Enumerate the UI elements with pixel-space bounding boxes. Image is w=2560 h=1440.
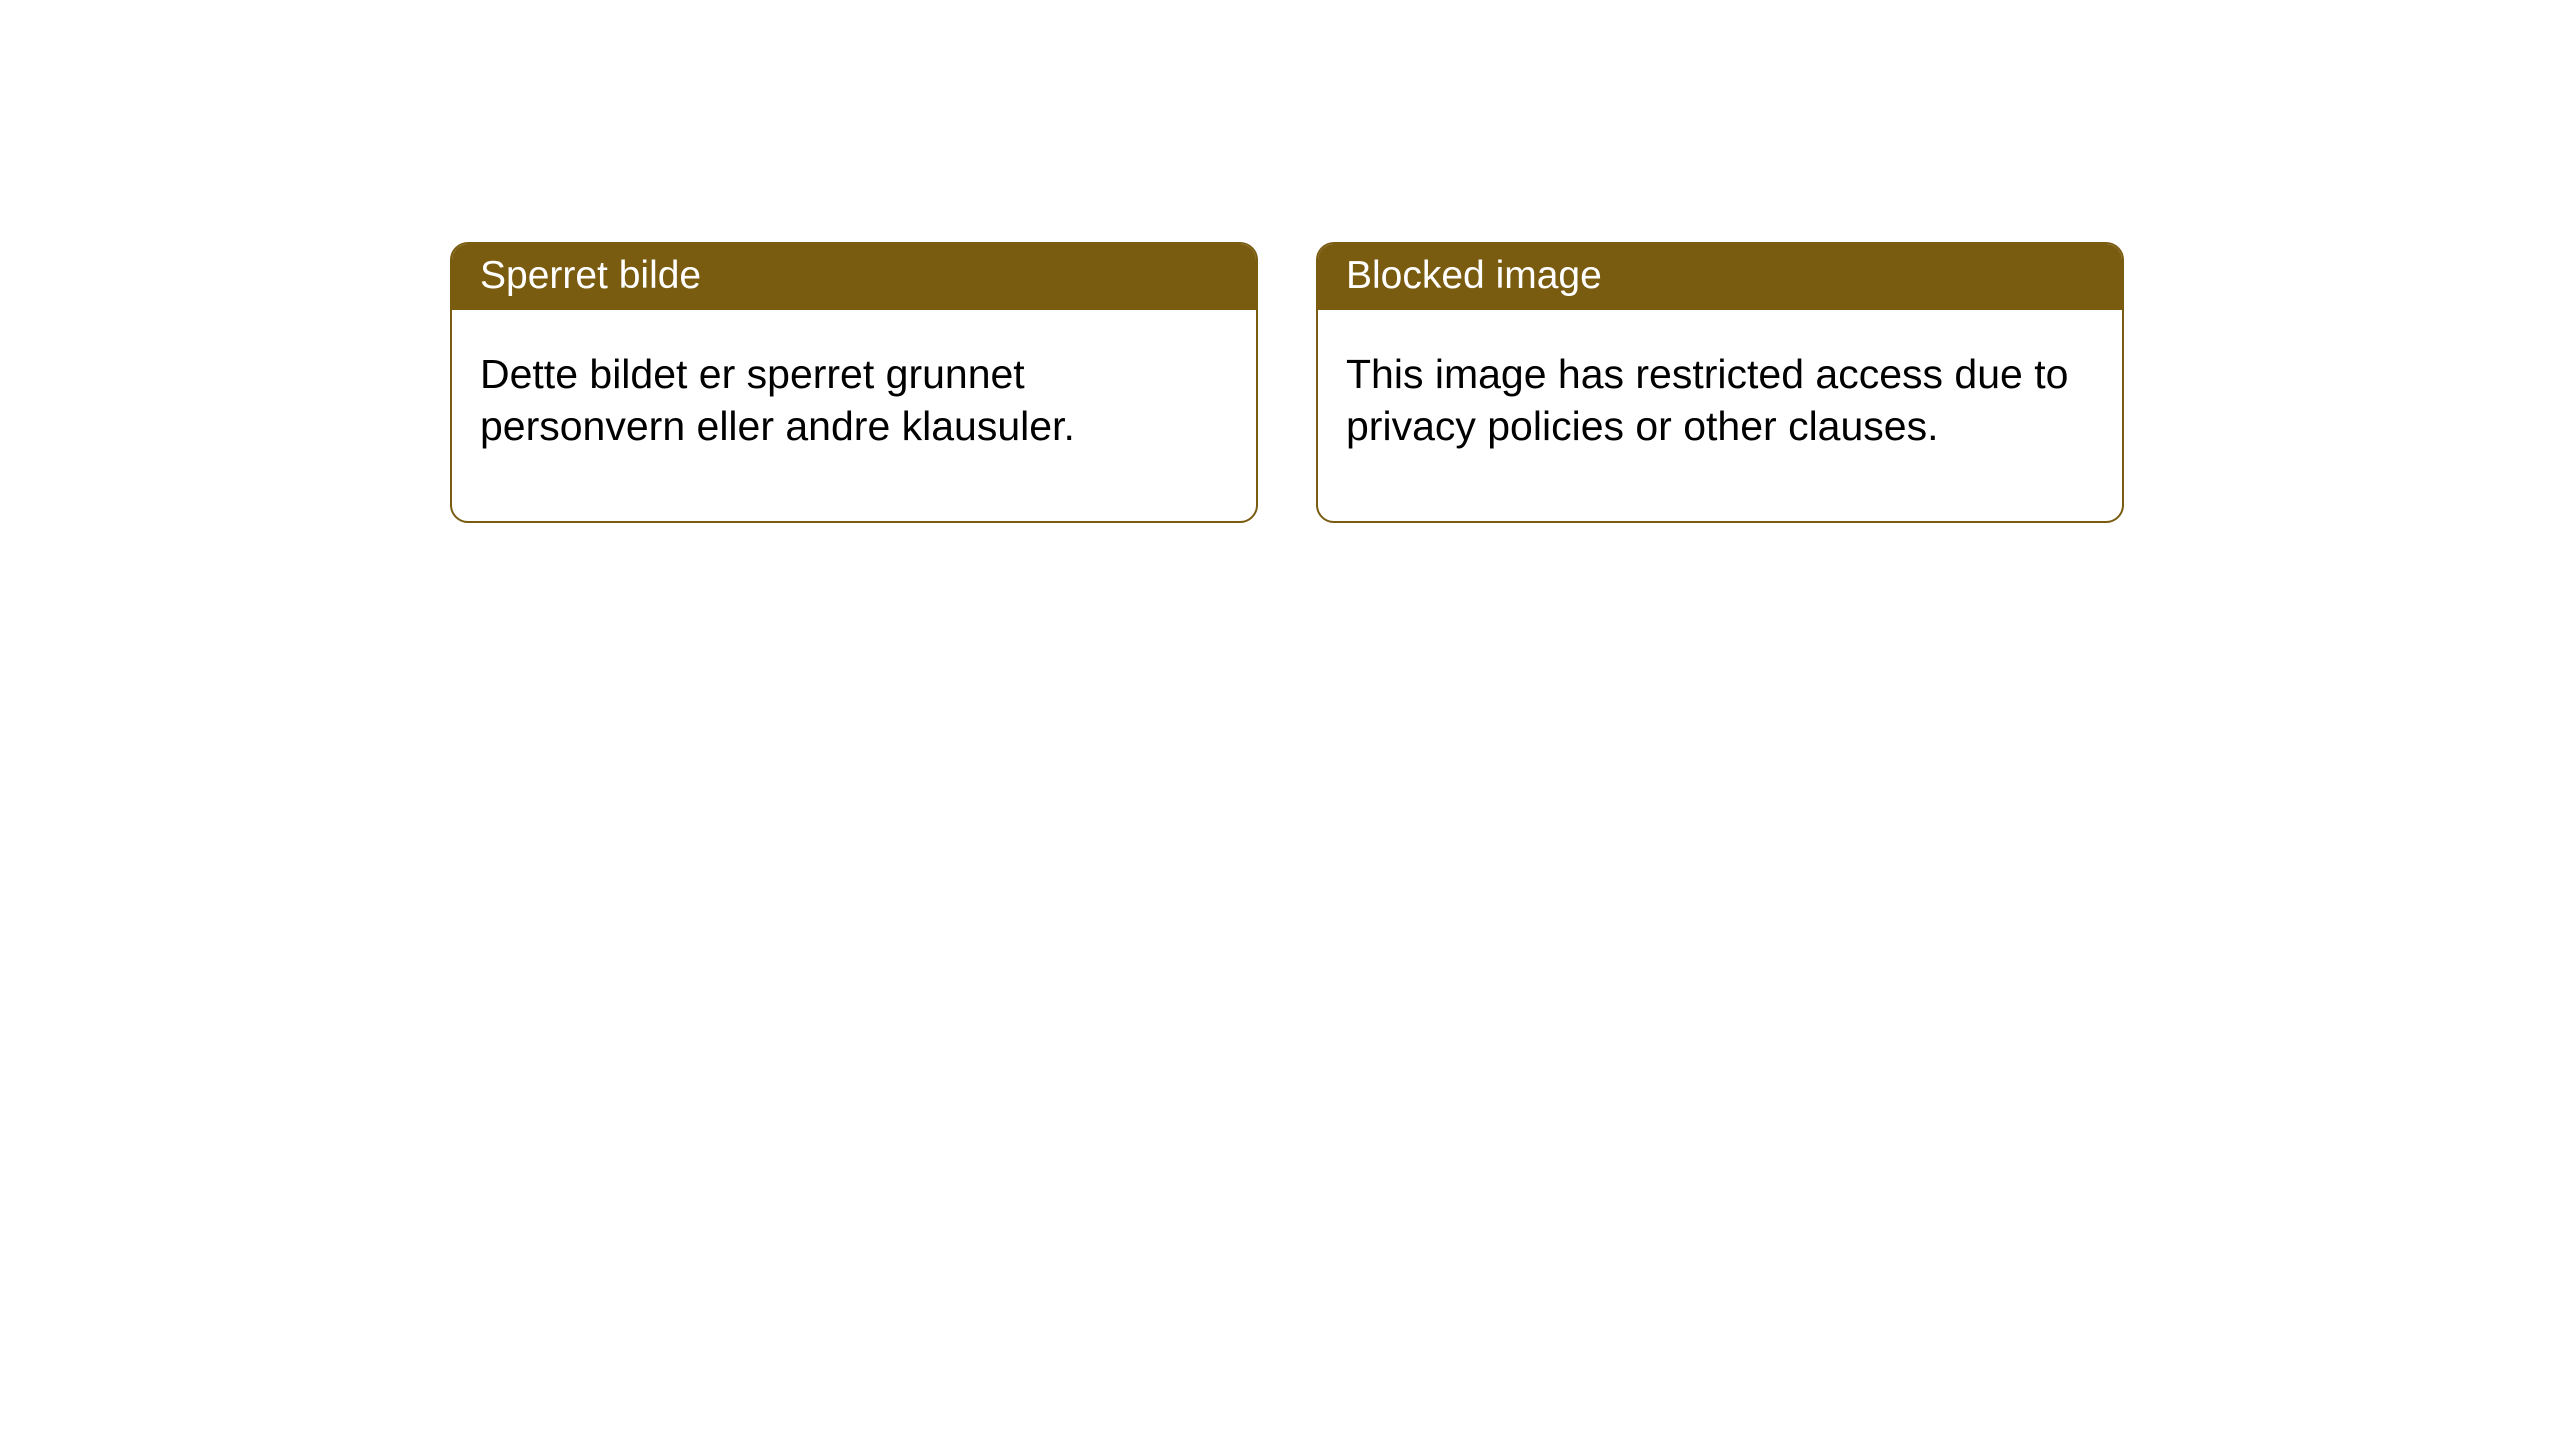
notice-card-body: Dette bildet er sperret grunnet personve… <box>452 310 1256 521</box>
notice-card-english: Blocked image This image has restricted … <box>1316 242 2124 523</box>
notice-container: Sperret bilde Dette bildet er sperret gr… <box>0 0 2560 523</box>
notice-card-body: This image has restricted access due to … <box>1318 310 2122 521</box>
notice-card-header: Sperret bilde <box>452 244 1256 310</box>
notice-title: Sperret bilde <box>480 254 701 297</box>
notice-body-text: Dette bildet er sperret grunnet personve… <box>480 351 1075 449</box>
notice-card-norwegian: Sperret bilde Dette bildet er sperret gr… <box>450 242 1258 523</box>
notice-card-header: Blocked image <box>1318 244 2122 310</box>
notice-title: Blocked image <box>1346 254 1602 297</box>
notice-body-text: This image has restricted access due to … <box>1346 351 2068 449</box>
